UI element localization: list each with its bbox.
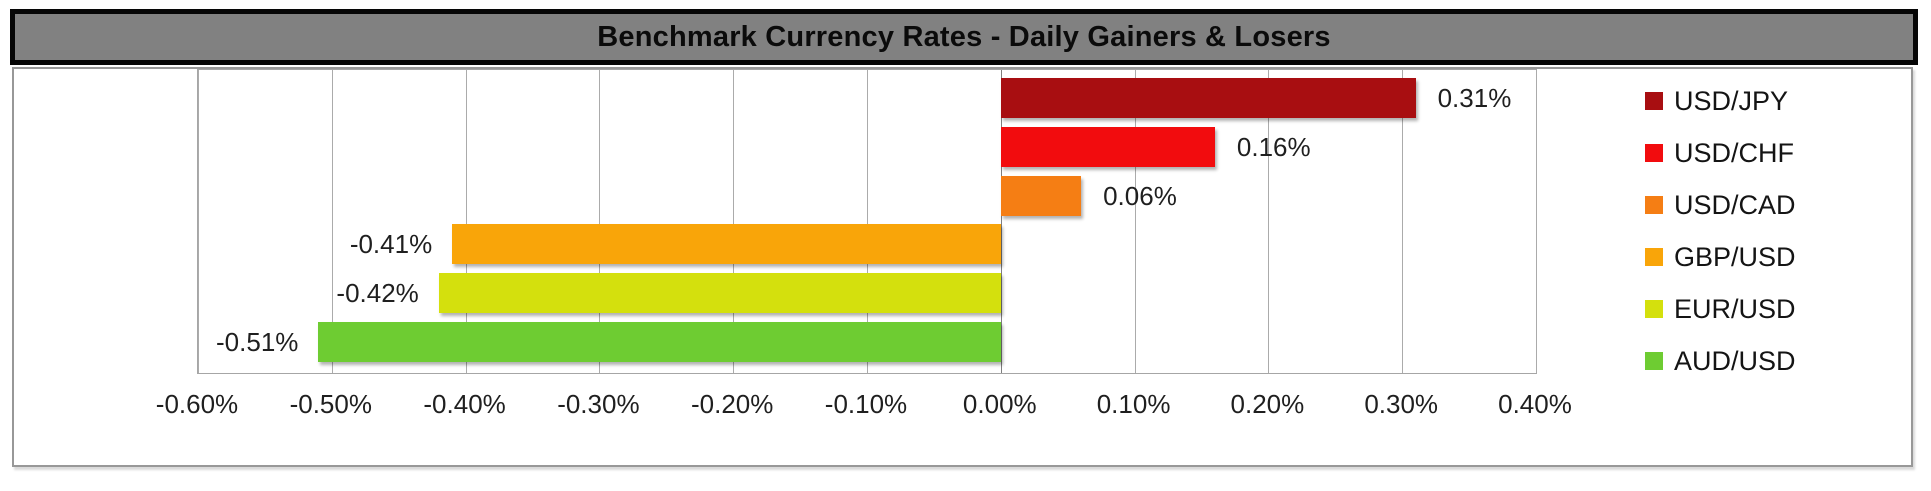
x-tick-label: -0.40%	[423, 389, 506, 419]
bar-label-usd-jpy: 0.31%	[1437, 83, 1512, 113]
bar-label-aud-usd: -0.51%	[216, 327, 299, 357]
legend-item-gbp-usd: GBP/USD	[1645, 242, 1796, 272]
legend-swatch-usd-jpy	[1645, 92, 1663, 110]
bar-eur-usd	[438, 273, 1001, 314]
x-tick-label: -0.30%	[557, 389, 640, 419]
gridline	[1268, 70, 1270, 373]
gridline	[1134, 70, 1136, 373]
legend-label-usd-chf: USD/CHF	[1674, 137, 1794, 168]
legend-label-eur-usd: EUR/USD	[1674, 293, 1796, 324]
x-tick-label: -0.10%	[824, 389, 908, 419]
bar-usd-chf	[1000, 126, 1215, 167]
legend: USD/JPY USD/CHF USD/CAD GBP/USD EUR/USD AUD/U…	[1645, 86, 1796, 376]
bar-gbp-usd	[452, 224, 1001, 265]
legend-item-usd-cad: USD/CAD	[1645, 190, 1796, 220]
gridline	[733, 70, 735, 373]
legend-item-eur-usd: EUR/USD	[1645, 294, 1796, 324]
chart-canvas: 0.31% 0.16% 0.06% -0.41% -0.42% -0.51% -0.60%…	[12, 67, 1913, 467]
bar-label-eur-usd: -0.42%	[336, 278, 419, 309]
gridline	[599, 70, 601, 373]
chart-title-bar: Benchmark Currency Rates - Daily Gainers…	[10, 9, 1918, 65]
x-axis: -0.60% -0.50% -0.40% -0.30% -0.20% -0.10% 0.00…	[14, 387, 1911, 421]
legend-swatch-gbp-usd	[1645, 248, 1663, 266]
legend-swatch-usd-chf	[1645, 144, 1663, 162]
x-tick-label: 0.10%	[1096, 389, 1171, 419]
gridline	[1402, 70, 1404, 373]
bar-usd-jpy	[1000, 78, 1416, 118]
legend-item-usd-chf: USD/CHF	[1645, 138, 1796, 168]
legend-item-aud-usd: AUD/USD	[1645, 346, 1796, 376]
x-tick-label: -0.60%	[155, 389, 239, 419]
legend-swatch-eur-usd	[1645, 300, 1663, 318]
x-tick-label: -0.20%	[690, 389, 774, 419]
gridline	[331, 70, 333, 373]
legend-label-usd-jpy: USD/JPY	[1674, 85, 1789, 116]
legend-swatch-usd-cad	[1645, 196, 1663, 214]
bar-label-gbp-usd: -0.41%	[349, 229, 433, 260]
bar-usd-cad	[1000, 175, 1082, 216]
chart-title: Benchmark Currency Rates - Daily Gainers…	[597, 20, 1331, 53]
x-tick-label: -0.50%	[289, 389, 372, 419]
legend-item-usd-jpy: USD/JPY	[1645, 86, 1796, 116]
x-tick-label: 0.30%	[1364, 389, 1439, 419]
legend-swatch-aud-usd	[1645, 352, 1663, 370]
x-tick-label: 0.40%	[1498, 389, 1572, 419]
bar-label-usd-cad: 0.06%	[1103, 180, 1177, 211]
x-tick-label: 0.00%	[962, 389, 1037, 419]
gridline	[465, 70, 467, 373]
plot-area: 0.31% 0.16% 0.06% -0.41% -0.42% -0.51%	[197, 69, 1537, 374]
legend-label-aud-usd: AUD/USD	[1674, 345, 1796, 376]
bar-aud-usd	[318, 322, 1001, 362]
gridline	[867, 70, 868, 373]
zero-axis-line	[1000, 70, 1002, 373]
gridline	[198, 70, 199, 373]
bar-label-usd-chf: 0.16%	[1236, 131, 1311, 162]
legend-label-gbp-usd: GBP/USD	[1674, 241, 1796, 272]
gridline	[1536, 70, 1537, 373]
x-tick-label: 0.20%	[1230, 389, 1305, 419]
legend-label-usd-cad: USD/CAD	[1674, 189, 1796, 220]
